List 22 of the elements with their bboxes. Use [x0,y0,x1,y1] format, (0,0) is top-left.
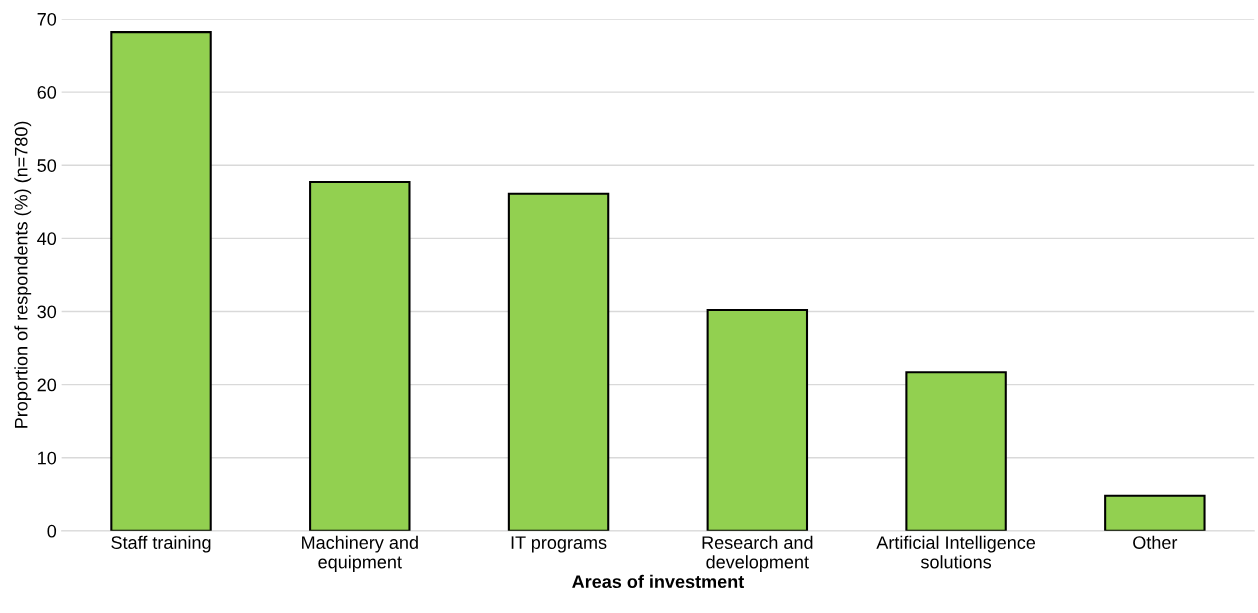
bar [309,181,411,531]
x-axis-title: Areas of investment [572,574,745,589]
y-tick-label: 10 [38,451,57,465]
y-axis-title: Proportion of respondents (%) (n=780) [14,121,32,428]
y-tick-label: 70 [37,12,57,26]
x-tick-label: Artificial Intelligence solutions [876,535,1036,569]
y-tick-label: 30 [37,305,57,319]
x-tick-label: Other [1133,535,1178,549]
x-tick-label: Research and development [702,535,813,572]
y-tick-label: 40 [37,232,57,246]
x-tick-label: Staff training [111,535,211,553]
bar [706,308,809,531]
bar [1104,494,1206,531]
x-tick-label: IT programs [511,536,607,553]
y-tick-label: 20 [37,378,57,392]
y-tick-label: 0 [47,524,57,538]
y-tick-label: 50 [37,159,57,172]
bar [110,31,212,531]
bar [905,371,1007,531]
y-tick-label: 60 [37,86,57,99]
x-tick-label: Machinery and equipment [302,535,418,572]
bar [507,192,610,531]
